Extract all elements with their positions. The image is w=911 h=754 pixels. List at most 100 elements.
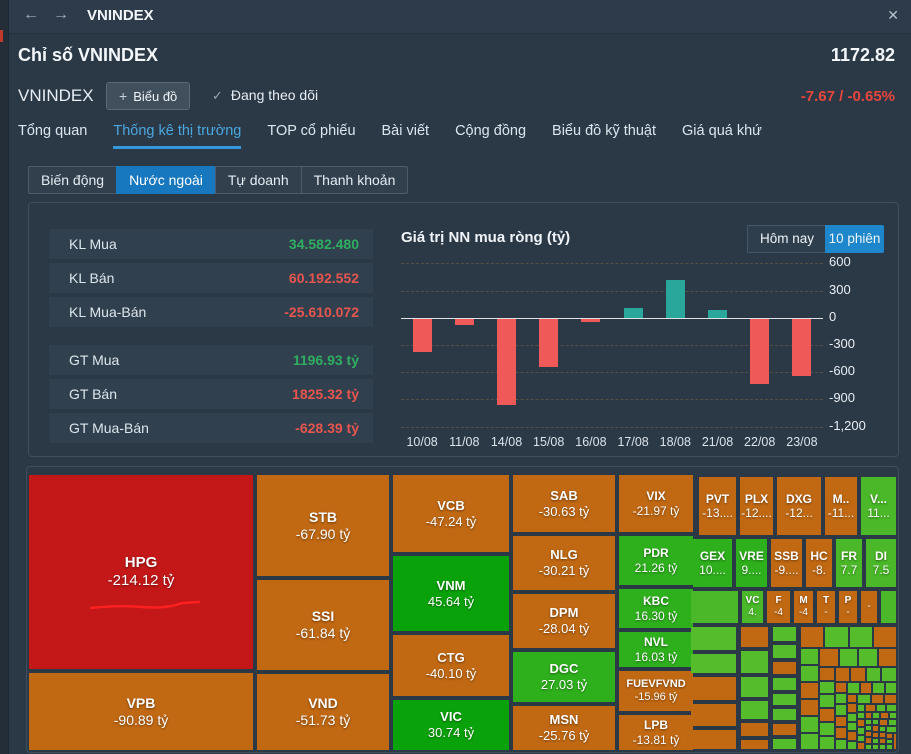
mosaic-cell[interactable] [773, 645, 796, 658]
tab-0[interactable]: Tổng quan [18, 123, 88, 139]
mosaic-cell[interactable] [873, 720, 879, 725]
mosaic-cell[interactable] [849, 627, 872, 648]
subtab-0[interactable]: Biến động [28, 166, 118, 194]
add-chart-button[interactable]: + Biểu đồ [106, 82, 191, 110]
mosaic-cell[interactable] [884, 694, 896, 703]
mosaic-cell[interactable] [820, 737, 834, 749]
mosaic-cell[interactable] [887, 727, 896, 733]
mosaic-cell[interactable] [801, 734, 819, 749]
treemap-cell-P[interactable]: P- [839, 591, 857, 623]
mosaic-cell[interactable] [801, 649, 819, 665]
mosaic-cell[interactable] [858, 720, 865, 726]
subtab-3[interactable]: Thanh khoản [300, 166, 409, 194]
mosaic-cell[interactable] [848, 741, 857, 749]
mosaic-cell[interactable] [820, 667, 834, 680]
treemap-cell-FUEVFVND[interactable]: FUEVFVND -15.96 tỷ [619, 671, 693, 711]
mosaic-cell[interactable] [801, 700, 819, 716]
mosaic-cell[interactable] [691, 677, 736, 700]
mosaic-cell[interactable] [880, 720, 888, 726]
treemap-cell-CTG[interactable]: CTG -40.10 tỷ [393, 635, 509, 696]
treemap-cell-VPB[interactable]: VPB -90.89 tỷ [29, 673, 253, 750]
treemap-cell-NLG[interactable]: NLG -30.21 tỷ [513, 536, 615, 590]
close-icon[interactable]: ✕ [887, 7, 899, 23]
treemap-cell-VND[interactable]: VND -51.73 tỷ [257, 674, 389, 750]
mosaic-cell[interactable] [880, 727, 886, 732]
treemap-cell-DI[interactable]: DI 7.5 [866, 539, 896, 587]
mosaic-cell[interactable] [691, 704, 736, 726]
treemap-cell-DPM[interactable]: DPM -28.04 tỷ [513, 594, 615, 648]
mosaic-cell[interactable] [873, 732, 879, 737]
tab-5[interactable]: Biểu đồ kỹ thuật [552, 123, 657, 139]
mosaic-cell[interactable] [848, 682, 859, 693]
treemap-cell-KBC[interactable]: KBC 16.30 tỷ [619, 589, 693, 628]
mosaic-cell[interactable] [889, 713, 896, 719]
mosaic-cell[interactable] [887, 705, 896, 712]
treemap-cell-F[interactable]: F -4 [767, 591, 790, 623]
mosaic-cell[interactable] [873, 713, 880, 719]
treemap-cell-V...[interactable]: V... 11... [861, 477, 896, 535]
mosaic-cell[interactable] [835, 667, 850, 681]
treemap-cell-blank-31[interactable] [691, 591, 738, 623]
mosaic-cell[interactable] [873, 627, 896, 648]
treemap-cell-SSI[interactable]: SSI -61.84 tỷ [257, 580, 389, 670]
mosaic-cell[interactable] [876, 705, 886, 712]
mosaic-cell[interactable] [839, 649, 858, 666]
mosaic-cell[interactable] [873, 682, 884, 693]
treemap-cell-LPB[interactable]: LPB -13.81 tỷ [619, 715, 693, 750]
mosaic-cell[interactable] [691, 627, 736, 650]
chart-bar-21/08[interactable] [708, 309, 727, 318]
mosaic-cell[interactable] [820, 695, 834, 708]
tab-1[interactable]: Thống kê thị trường [113, 123, 242, 149]
treemap-cell-MSN[interactable]: MSN -25.76 tỷ [513, 706, 615, 750]
mosaic-cell[interactable] [873, 726, 879, 731]
mosaic-cell[interactable] [835, 705, 847, 715]
mosaic-cell[interactable] [773, 627, 796, 641]
subtab-1[interactable]: Nước ngoài [116, 166, 216, 194]
mosaic-cell[interactable] [880, 733, 886, 738]
mosaic-cell[interactable] [871, 694, 883, 703]
mosaic-cell[interactable] [858, 712, 865, 719]
mosaic-cell[interactable] [835, 728, 847, 738]
chart-bar-22/08[interactable] [750, 318, 770, 384]
treemap-cell-HC[interactable]: HC -8. [806, 539, 832, 587]
tab-2[interactable]: TOP cổ phiếu [267, 123, 356, 139]
mosaic-cell[interactable] [820, 649, 838, 666]
mosaic-cell[interactable] [820, 681, 834, 694]
mosaic-cell[interactable] [773, 724, 796, 735]
mosaic-cell[interactable] [773, 678, 796, 690]
mosaic-cell[interactable] [880, 745, 886, 749]
mosaic-cell[interactable] [866, 667, 881, 681]
treemap-cell-STB[interactable]: STB -67.90 tỷ [257, 475, 389, 576]
tab-4[interactable]: Cộng đồng [455, 123, 527, 139]
mosaic-cell[interactable] [741, 627, 768, 647]
mosaic-cell[interactable] [881, 713, 888, 719]
mosaic-cell[interactable] [848, 704, 857, 712]
mosaic-cell[interactable] [885, 682, 896, 693]
following-toggle[interactable]: ✓ Đang theo dõi [212, 87, 318, 104]
treemap-cell-VIC[interactable]: VIC 30.74 tỷ [393, 700, 509, 750]
mosaic-cell[interactable] [858, 694, 870, 703]
chart-bar-14/08[interactable] [497, 318, 516, 405]
mosaic-cell[interactable] [801, 627, 824, 648]
mosaic-cell[interactable] [858, 743, 865, 749]
treemap-cell-PLX[interactable]: PLX -12.... [740, 477, 773, 535]
mosaic-cell[interactable] [825, 627, 848, 648]
mosaic-cell[interactable] [741, 701, 768, 719]
mosaic-cell[interactable] [882, 667, 896, 681]
mosaic-cell[interactable] [848, 713, 857, 721]
mosaic-cell[interactable] [848, 732, 857, 740]
mosaic-cell[interactable] [741, 740, 768, 749]
chart-bar-11/08[interactable] [454, 318, 474, 326]
treemap-cell-blank-38[interactable] [881, 591, 896, 623]
ten-sessions-button[interactable]: 10 phiên [825, 225, 884, 253]
today-button[interactable]: Hôm nay [747, 225, 827, 253]
mosaic-cell[interactable] [866, 713, 872, 718]
mosaic-cell[interactable] [873, 738, 879, 743]
mosaic-cell[interactable] [801, 683, 819, 699]
forward-icon[interactable]: → [53, 6, 69, 23]
back-icon[interactable]: ← [23, 6, 39, 23]
chart-bar-17/08[interactable] [623, 307, 643, 318]
mosaic-cell[interactable] [848, 722, 857, 731]
mosaic-cell[interactable] [835, 739, 847, 749]
mosaic-cell[interactable] [866, 744, 872, 749]
